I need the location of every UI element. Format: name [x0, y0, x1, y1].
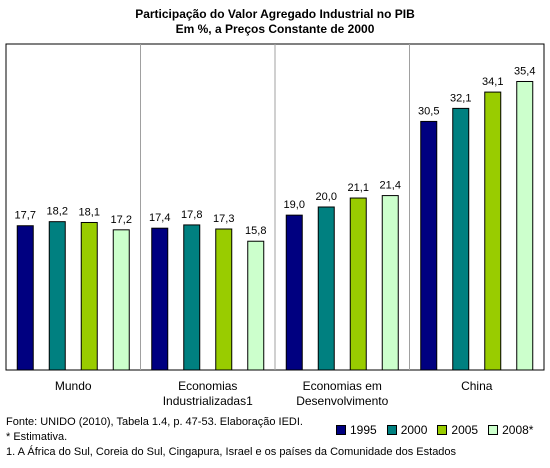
legend-swatch	[386, 425, 397, 435]
legend-swatch	[437, 425, 448, 435]
bar	[151, 227, 169, 371]
bar	[16, 225, 34, 371]
data-label: 21,4	[380, 180, 401, 192]
bar	[183, 224, 201, 371]
data-label: 17,3	[213, 213, 234, 225]
bar	[285, 214, 303, 371]
data-label: 17,4	[149, 212, 170, 224]
bar	[349, 197, 367, 371]
bar	[317, 206, 335, 371]
data-label: 34,1	[482, 76, 503, 88]
category-label: Desenvolvimento	[296, 394, 388, 408]
legend-item: 2000	[386, 423, 428, 437]
data-label: 20,0	[316, 191, 337, 203]
legend-item: 2008*	[488, 423, 533, 437]
chart-subtitle: Em %, a Preços Constante de 2000	[175, 22, 375, 36]
bar	[452, 107, 470, 371]
data-label: 18,2	[47, 206, 68, 218]
footnote: 1. A África do Sul, Coreia do Sul, Cinga…	[6, 446, 457, 458]
data-label: 15,8	[245, 225, 266, 237]
data-label: 30,5	[418, 105, 439, 117]
data-label: 18,1	[79, 206, 100, 218]
data-label: 19,0	[284, 199, 305, 211]
bar	[112, 229, 130, 371]
legend-label: 2005	[451, 423, 479, 437]
bar	[215, 228, 233, 371]
chart-title: Participação do Valor Agregado Industria…	[135, 7, 415, 21]
category-label: Mundo	[55, 379, 92, 393]
legend-item: 1995	[336, 423, 377, 437]
source-note: Fonte: UNIDO (2010), Tabela 1.4, p. 47-5…	[6, 416, 303, 428]
data-label: 32,1	[450, 92, 471, 104]
bar	[516, 80, 534, 371]
category-label: Economias em	[303, 379, 382, 393]
legend-label: 2000	[400, 423, 428, 437]
estimate-note: * Estimativa.	[6, 431, 68, 443]
data-label: 17,7	[15, 210, 36, 222]
bar	[48, 221, 66, 371]
bar	[247, 240, 265, 371]
data-label: 21,1	[348, 182, 369, 194]
category-label: Economias	[178, 379, 237, 393]
legend-swatch	[336, 425, 346, 435]
bar	[80, 221, 98, 371]
legend-swatch	[488, 425, 499, 435]
data-label: 35,4	[514, 65, 535, 77]
legend-label: 2008*	[502, 423, 534, 437]
bar	[381, 195, 399, 371]
bar	[420, 120, 438, 371]
data-label: 17,2	[111, 214, 132, 226]
data-label: 17,8	[181, 209, 202, 221]
category-label: Industrializadas1	[163, 394, 253, 408]
legend-label: 1995	[350, 423, 377, 437]
category-label: China	[461, 379, 493, 393]
legend: 1995 2000 2005 2008*	[336, 423, 533, 437]
legend-item: 2005	[437, 423, 478, 437]
bar	[484, 91, 502, 371]
